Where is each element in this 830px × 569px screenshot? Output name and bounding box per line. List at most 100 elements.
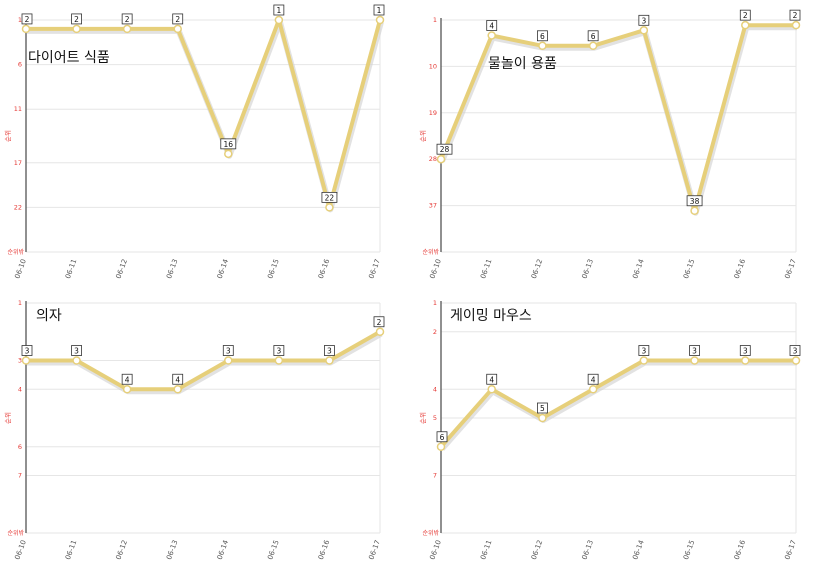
data-label: 6 (591, 32, 596, 41)
data-label: 1 (276, 6, 281, 15)
y-axis-title: 순위 (419, 412, 427, 424)
y-tick-label: 5 (433, 414, 437, 422)
data-label-box (373, 4, 385, 16)
data-label: 2 (125, 15, 130, 24)
data-label: 16 (224, 140, 234, 149)
x-tick-label: 06-17 (367, 539, 381, 561)
data-label-box (739, 345, 751, 356)
x-tick-label: 06-16 (733, 257, 748, 279)
data-point (375, 15, 385, 25)
y-axis-title: 순위 (4, 130, 12, 142)
x-tick-label: 06-11 (64, 258, 78, 280)
data-label-box (587, 373, 599, 385)
data-label-box (222, 345, 234, 356)
data-point (538, 413, 547, 423)
x-tick-label: 06-17 (783, 258, 797, 280)
y-tick-label: 6 (18, 61, 22, 69)
y-tick-label: 1 (18, 299, 22, 307)
x-tick-label: 06-12 (530, 258, 544, 280)
data-label-box (436, 143, 453, 155)
x-tick-label: 06-11 (479, 258, 493, 280)
data-label: 38 (690, 197, 700, 206)
data-point (538, 41, 547, 51)
x-tick-label: 06-12 (115, 539, 129, 561)
data-point (72, 356, 81, 365)
chart-title: 의자 (36, 308, 62, 324)
data-label-box (324, 345, 335, 356)
data-label-box (689, 345, 700, 356)
y-tick-label: 10 (429, 62, 437, 70)
series-line (26, 330, 381, 392)
data-label: 6 (540, 32, 545, 41)
data-point (690, 356, 699, 365)
chart-title: 게이밍 마우스 (450, 308, 532, 324)
data-point (274, 356, 284, 365)
y-tick-label: 22 (14, 203, 22, 211)
data-label-box (273, 345, 285, 356)
x-tick-label: 06-11 (64, 539, 78, 561)
data-point (436, 442, 446, 451)
data-point (487, 31, 496, 40)
x-tick-label: 06-10 (428, 258, 442, 280)
x-tick-label: 06-10 (13, 258, 27, 280)
chart-panel-3: 1 3 4 6 7 순위밖 순위 06-10 06-11 06-12 06-13 06-14 06-15… (4, 299, 385, 561)
y-tick-label: 1 (18, 16, 22, 24)
x-tick-label: 06-12 (115, 258, 129, 280)
data-label-box (121, 13, 133, 25)
data-label: 3 (276, 347, 281, 356)
x-tick-label: 06-14 (216, 257, 231, 279)
data-label: 28 (440, 145, 450, 154)
series-line (26, 18, 382, 210)
data-point (588, 385, 598, 394)
data-point (274, 15, 284, 25)
data-label: 22 (325, 193, 335, 202)
data-label-box (220, 138, 237, 150)
x-tick-label: 06-13 (581, 258, 595, 280)
data-point (325, 356, 334, 365)
y-bottom-label: 순위밖 (422, 248, 439, 256)
x-tick-label: 06-15 (266, 539, 280, 561)
data-label-box (273, 4, 285, 16)
y-bottom-label: 순위밖 (7, 248, 24, 256)
x-tick-label: 06-13 (165, 539, 179, 561)
data-label-box (172, 13, 184, 25)
x-tick-label: 06-16 (317, 257, 332, 279)
data-label: 3 (743, 347, 748, 356)
data-label: 4 (175, 375, 180, 384)
y-tick-label: 3 (18, 357, 22, 365)
x-tick-label: 06-13 (581, 539, 595, 561)
x-tick-label: 06-14 (216, 538, 231, 560)
data-label-box (789, 9, 801, 21)
data-label-box (486, 373, 498, 385)
data-label-box (537, 30, 548, 42)
x-tick-label: 06-11 (479, 539, 493, 561)
data-point (690, 206, 699, 216)
y-tick-label: 28 (429, 155, 437, 163)
y-bottom-label: 순위밖 (7, 529, 24, 537)
y-tick-label: 7 (18, 472, 22, 480)
x-tick-label: 06-10 (13, 539, 27, 561)
x-tick-label: 06-16 (317, 538, 332, 560)
data-point (436, 154, 446, 164)
data-label: 4 (489, 375, 494, 384)
data-label: 5 (540, 404, 545, 413)
data-label: 4 (591, 375, 596, 384)
y-tick-label: 37 (429, 202, 437, 210)
data-point (224, 356, 233, 365)
x-tick-label: 06-12 (530, 539, 544, 561)
x-tick-label: 06-17 (783, 539, 797, 561)
data-label: 2 (743, 11, 748, 20)
data-point (21, 24, 31, 34)
data-label-box (172, 373, 184, 385)
data-label: 4 (125, 375, 130, 384)
data-label-box (21, 13, 33, 25)
data-point (375, 327, 385, 336)
data-label: 3 (793, 347, 798, 356)
data-point (741, 20, 750, 30)
data-label: 6 (440, 433, 445, 442)
data-point (639, 26, 649, 35)
data-label: 2 (793, 11, 798, 20)
data-label: 3 (641, 16, 646, 25)
